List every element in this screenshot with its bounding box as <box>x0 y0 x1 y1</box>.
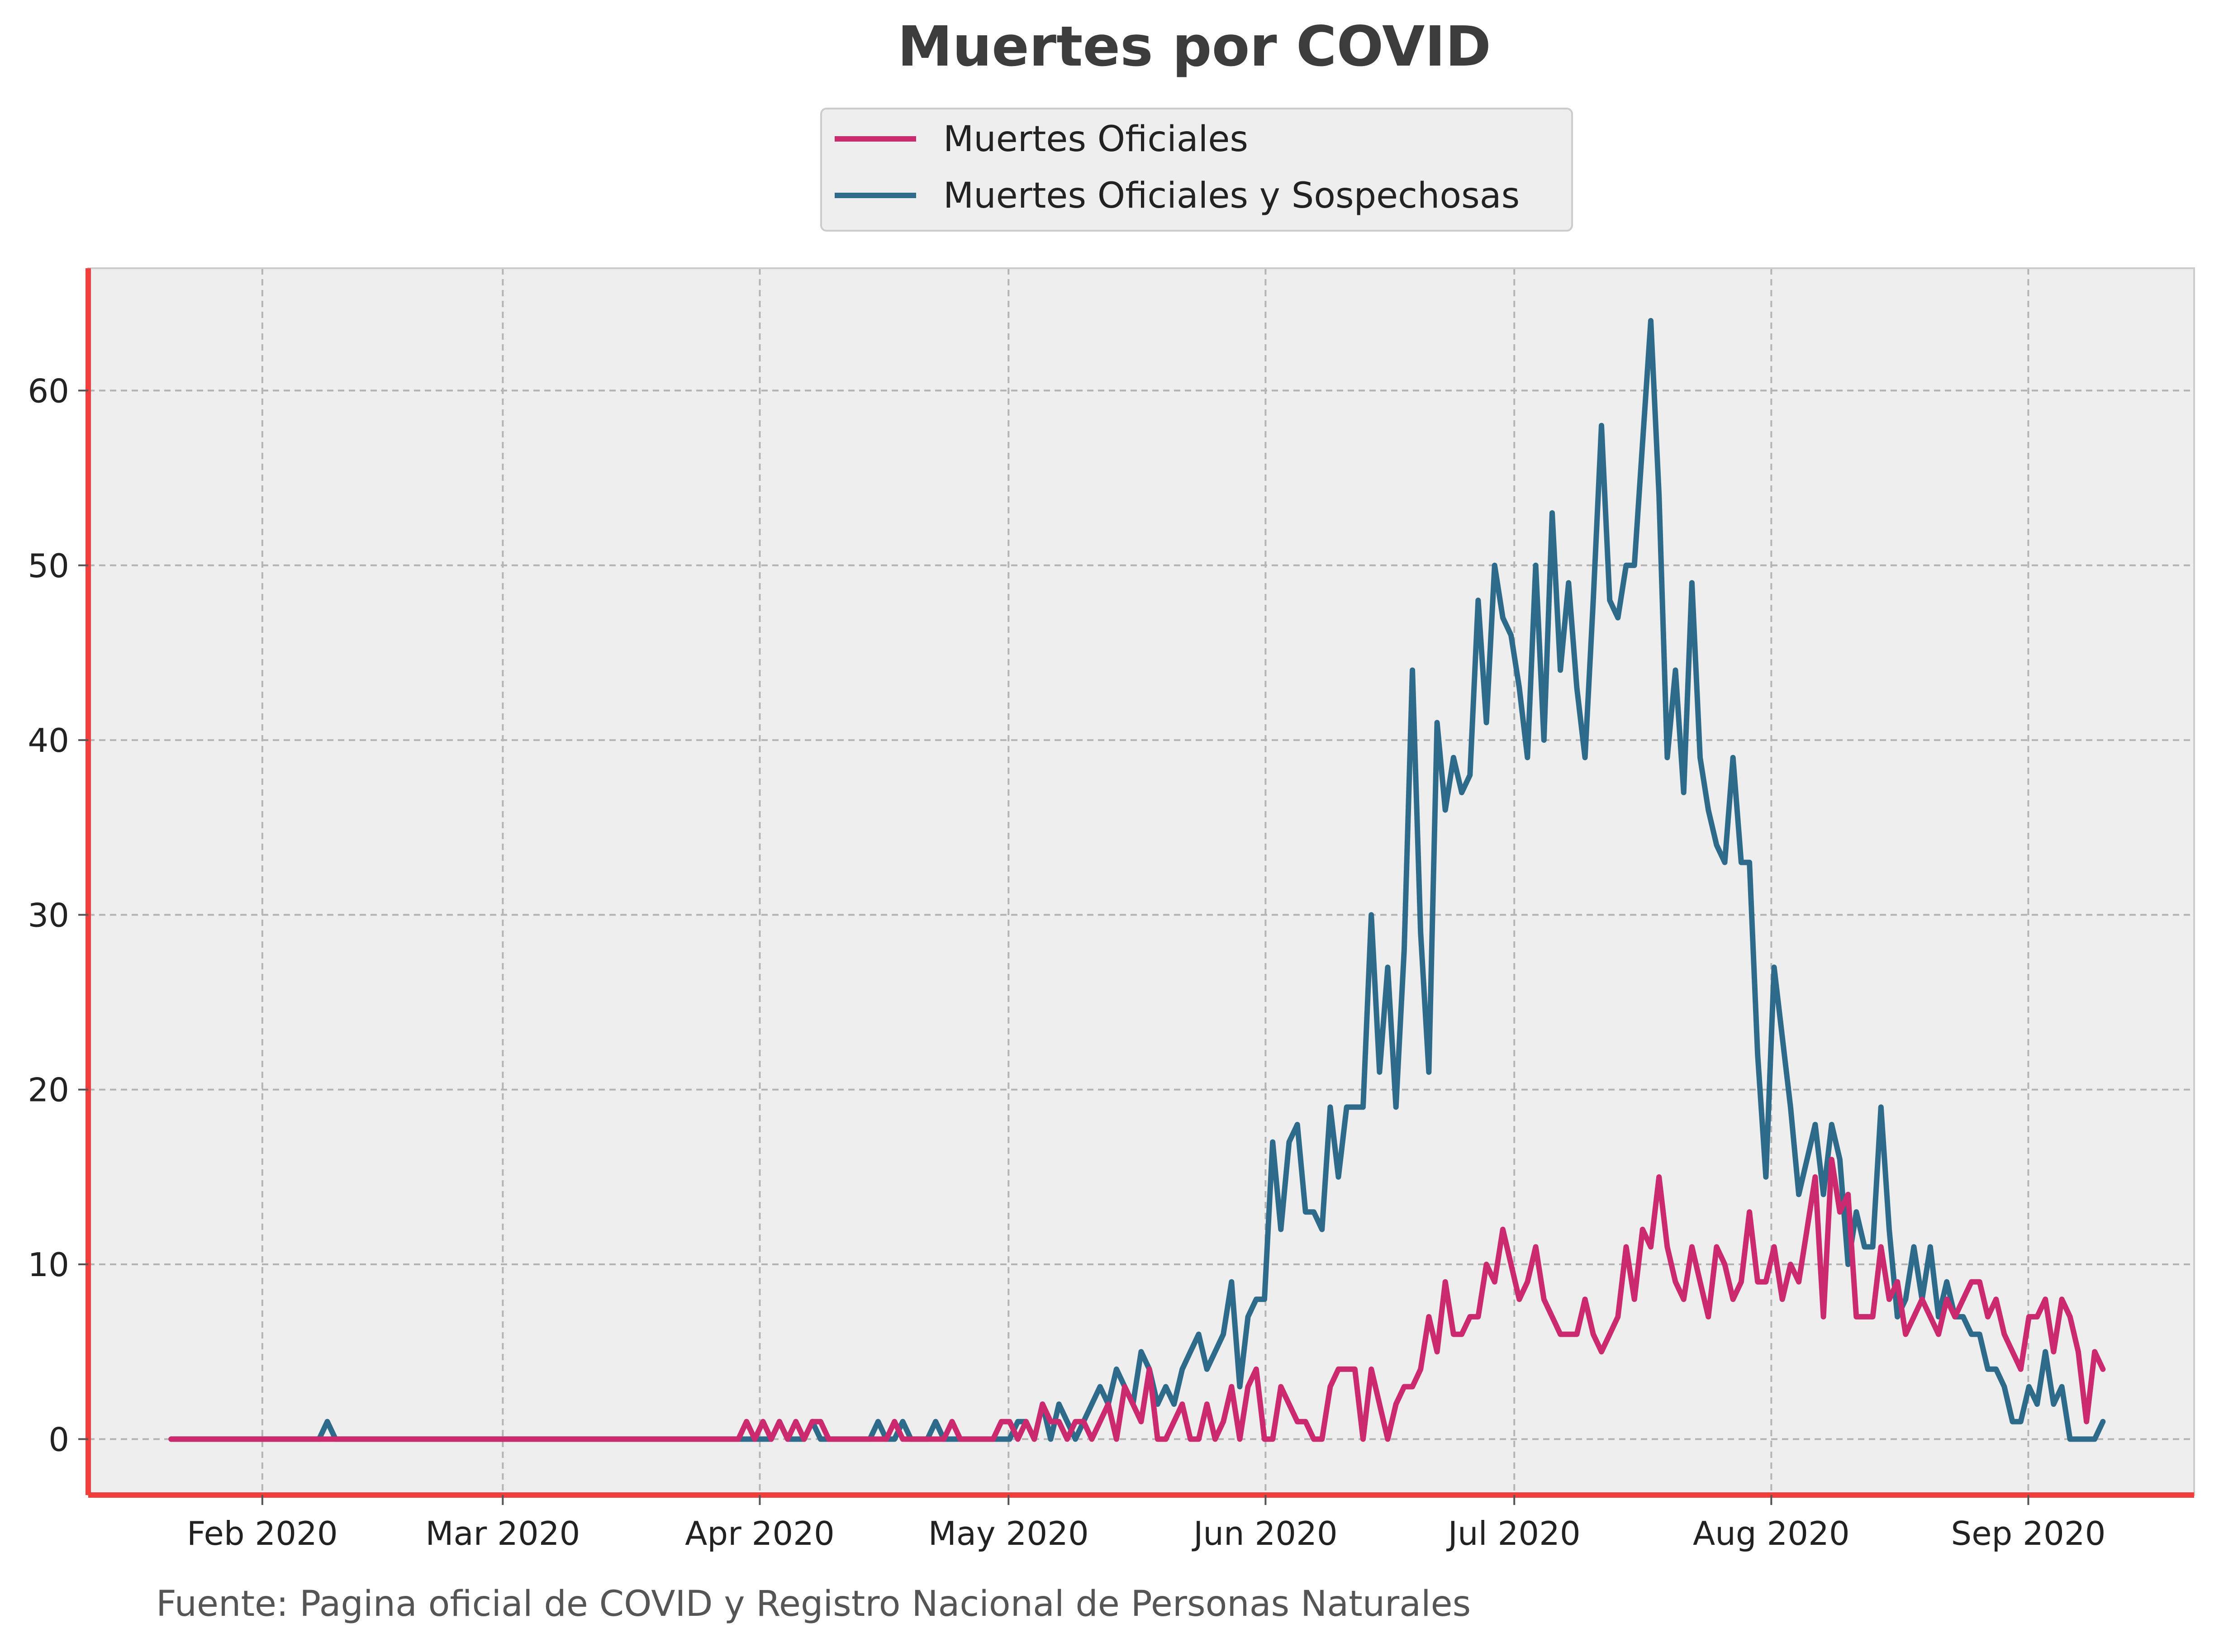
x-tick-label: May 2020 <box>928 1514 1089 1552</box>
x-tick-label: Sep 2020 <box>1951 1514 2106 1552</box>
legend-label-official: Muertes Oficiales <box>943 119 1248 160</box>
y-tick-label: 40 <box>28 722 69 760</box>
chart-title: Muertes por COVID <box>898 14 1491 79</box>
y-tick-label: 10 <box>28 1246 69 1284</box>
y-tick-label: 0 <box>48 1420 69 1458</box>
series-line-official <box>168 1157 2106 1442</box>
source-note: Fuente: Pagina oficial de COVID y Regist… <box>156 1584 1471 1624</box>
legend-label-suspected: Muertes Oficiales y Sospechosas <box>943 176 1520 216</box>
x-axis-ticks: Feb 2020 Mar 2020 Apr 2020 May 2020 Jun 2020… <box>187 1495 2105 1552</box>
legend: Muertes Oficiales Muertes Oficiales y So… <box>820 108 1573 232</box>
x-tick-label: Aug 2020 <box>1693 1514 1850 1552</box>
x-tick-label: Jul 2020 <box>1446 1514 1581 1552</box>
x-tick-label: Mar 2020 <box>425 1514 580 1552</box>
series-group <box>168 318 2106 1442</box>
y-axis-ticks: 0 10 20 30 40 50 60 <box>28 372 88 1458</box>
y-tick-label: 50 <box>28 547 69 585</box>
legend-box <box>820 108 1573 232</box>
x-tick-label: Jun 2020 <box>1192 1514 1338 1552</box>
x-tick-label: Apr 2020 <box>685 1514 835 1552</box>
y-tick-label: 30 <box>28 896 69 934</box>
y-tick-label: 60 <box>28 372 69 410</box>
y-tick-label: 20 <box>28 1071 69 1109</box>
plot-area <box>88 268 2194 1495</box>
x-tick-label: Feb 2020 <box>187 1514 338 1552</box>
